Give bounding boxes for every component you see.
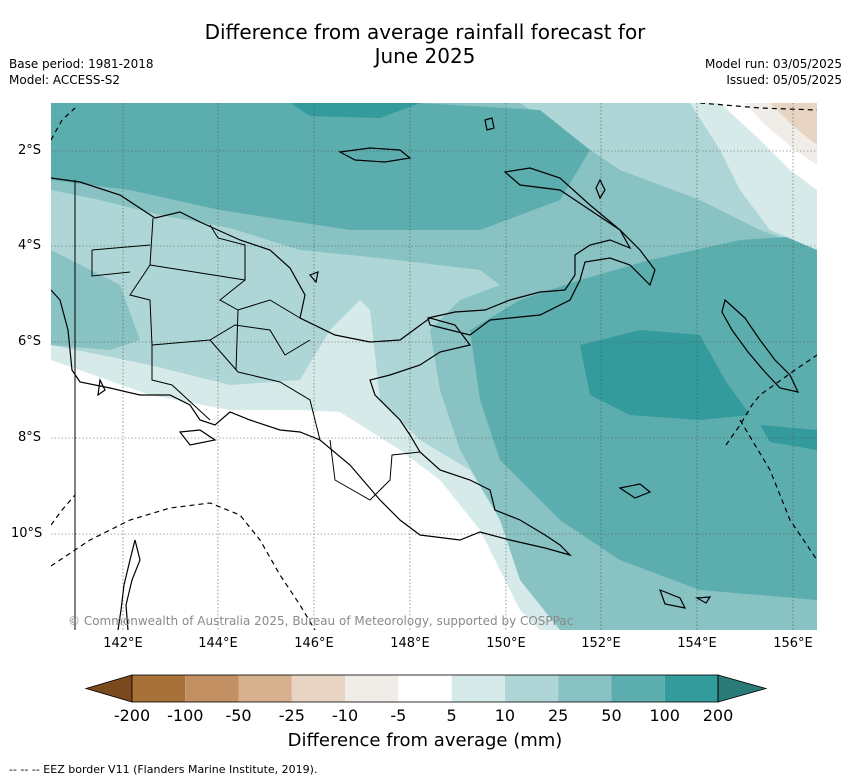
colorbar-tick-label: 200: [702, 706, 734, 725]
lat-label-2s: 2°S: [18, 143, 42, 158]
colorbar-tick-label: -5: [390, 706, 407, 725]
coastlines: [51, 117, 800, 630]
band-50-100: [51, 103, 590, 230]
borders: [74, 180, 421, 630]
band-100-200-north: [290, 103, 420, 118]
graticule: [51, 103, 817, 630]
colorbar-segment: [611, 675, 665, 702]
new-guinea-coast: [51, 177, 573, 557]
colorbar-segment: [132, 675, 186, 702]
lat-label-4s: 4°S: [18, 238, 42, 253]
island-fly-estuary: [178, 429, 217, 446]
manus-coast: [338, 147, 412, 163]
lon-label-156e: 156°E: [773, 636, 813, 651]
colorbar-title: Difference from average (mm): [287, 730, 563, 751]
island-rossel: [658, 588, 687, 609]
band-dry-ne: [770, 103, 817, 145]
colorbar-extend-low: [84, 674, 133, 703]
colorbar-segment: [238, 675, 292, 702]
copyright-credit: © Commonwealth of Australia 2025, Bureau…: [68, 614, 574, 628]
colorbar-tick-label: 25: [547, 706, 569, 725]
lon-label-144e: 144°E: [198, 636, 238, 651]
colorbar-tick-label: -200: [113, 706, 151, 725]
map-title: Difference from average rainfall forecas…: [0, 20, 850, 68]
eez-legend-note: -- -- -- EEZ border V11 (Flanders Marine…: [9, 763, 318, 776]
eez-south-west: [51, 494, 76, 526]
colorbar-extend-high: [717, 674, 768, 703]
colorbar-tick-label: -10: [332, 706, 359, 725]
province-borders: [91, 217, 321, 441]
band-below-5: [51, 360, 540, 630]
colorbar-segment: [185, 675, 239, 702]
bougainville-coast: [721, 298, 800, 393]
colorbar-tick-label: 100: [649, 706, 680, 725]
colorbar-segment: [664, 675, 718, 702]
colorbar-segment: [504, 675, 559, 702]
model-name: Model: ACCESS-S2: [9, 73, 121, 87]
lon-label-142e: 142°E: [103, 636, 143, 651]
island-north: [484, 117, 495, 131]
colorbar-frame: [131, 674, 719, 703]
colorbar-tick-label: 5: [446, 706, 457, 725]
eez-borders: [51, 103, 817, 630]
island-woodlark: [694, 596, 712, 604]
australia-cape-york-coast: [117, 539, 141, 630]
eez-solomons-south: [739, 419, 817, 561]
lat-label-10s: 10°S: [11, 526, 43, 541]
lon-label-150e: 150°E: [486, 636, 526, 651]
colorbar-tick-label: -25: [278, 706, 305, 725]
colorbar-tick-label: 10: [494, 706, 516, 725]
band-25-50-left: [51, 250, 140, 350]
eez-north-east: [699, 103, 817, 111]
new-ireland-coast: [595, 178, 606, 200]
rainfall-anomaly-field: [51, 103, 817, 630]
issued-date: Issued: 05/05/2025: [726, 73, 842, 87]
lat-label-8s: 8°S: [18, 430, 42, 445]
eez-png-australia: [51, 502, 316, 630]
band-slight-dry-ne: [745, 103, 817, 165]
colorbar-tick-label: -100: [167, 706, 204, 725]
southern-province-border: [329, 439, 421, 501]
map-title-line-2: June 2025: [374, 44, 476, 68]
lon-label-146e: 146°E: [294, 636, 334, 651]
new-britain-coast: [427, 167, 656, 336]
colorbar-segment: [345, 675, 399, 702]
model-run-info: Model run: 03/05/2025 Issued: 05/05/2025: [705, 56, 842, 88]
map-title-line-1: Difference from average rainfall forecas…: [204, 20, 646, 44]
colorbar-tick-label: 50: [601, 706, 622, 725]
band-100-200: [580, 330, 750, 420]
colorbar-segment: [451, 675, 505, 702]
colorbar-segment: [291, 675, 346, 702]
base-period: Base period: 1981-2018: [9, 57, 154, 71]
colorbar: [84, 674, 768, 703]
island-torres: [97, 377, 106, 397]
lon-label-152e: 152°E: [581, 636, 621, 651]
colorbar-segment: [558, 675, 612, 702]
colorbar-tick-label: -50: [225, 706, 252, 725]
island-fergusson: [618, 483, 652, 499]
model-run-date: Model run: 03/05/2025: [704, 57, 842, 71]
band-100-200-patch: [760, 425, 817, 450]
eez-north: [51, 107, 76, 141]
eez-solomons: [725, 354, 817, 446]
island-karkar: [308, 271, 319, 284]
lat-label-6s: 6°S: [18, 334, 42, 349]
colorbar-segment: [398, 675, 452, 702]
lon-label-148e: 148°E: [390, 636, 430, 651]
lon-label-154e: 154°E: [677, 636, 717, 651]
base-period-info: Base period: 1981-2018 Model: ACCESS-S2: [9, 56, 154, 88]
